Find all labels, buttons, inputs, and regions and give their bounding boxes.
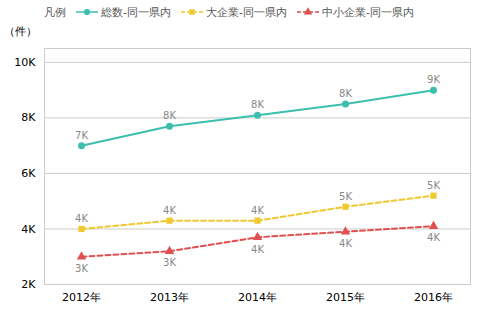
html-text:総数-同一県内: 総数-同一県内 — [101, 5, 171, 19]
svg-text:2016年: 2016年 — [414, 291, 453, 304]
svg-text:3K: 3K — [75, 263, 88, 274]
svg-text:8K: 8K — [163, 110, 176, 121]
svg-text:3K: 3K — [163, 257, 176, 268]
svg-text:7K: 7K — [75, 130, 88, 141]
svg-text:4K: 4K — [21, 222, 36, 235]
svg-text:2012年: 2012年 — [62, 291, 101, 304]
svg-text:2K: 2K — [21, 278, 36, 291]
svg-text:8K: 8K — [339, 88, 352, 99]
svg-text:8K: 8K — [21, 111, 36, 124]
svg-text:5K: 5K — [427, 180, 440, 191]
svg-text:2013年: 2013年 — [150, 291, 189, 304]
svg-text:9K: 9K — [427, 74, 440, 85]
html-text:凡例: 凡例 — [44, 5, 66, 19]
svg-text:10K: 10K — [14, 56, 36, 69]
svg-text:2015年: 2015年 — [326, 291, 365, 304]
html-text:大企業-同一県内: 大企業-同一県内 — [206, 5, 287, 19]
svg-text:4K: 4K — [339, 238, 352, 249]
svg-text:4K: 4K — [427, 232, 440, 243]
svg-text:8K: 8K — [251, 99, 264, 110]
svg-text:4K: 4K — [75, 213, 88, 224]
svg-text:（件）: （件） — [4, 25, 37, 38]
svg-text:4K: 4K — [251, 244, 264, 255]
svg-text:2014年: 2014年 — [238, 291, 277, 304]
svg-text:4K: 4K — [251, 205, 264, 216]
svg-text:5K: 5K — [339, 191, 352, 202]
svg-text:6K: 6K — [21, 167, 36, 180]
html-text:中小企業-同一県内: 中小企業-同一県内 — [322, 5, 414, 19]
svg-text:4K: 4K — [163, 205, 176, 216]
